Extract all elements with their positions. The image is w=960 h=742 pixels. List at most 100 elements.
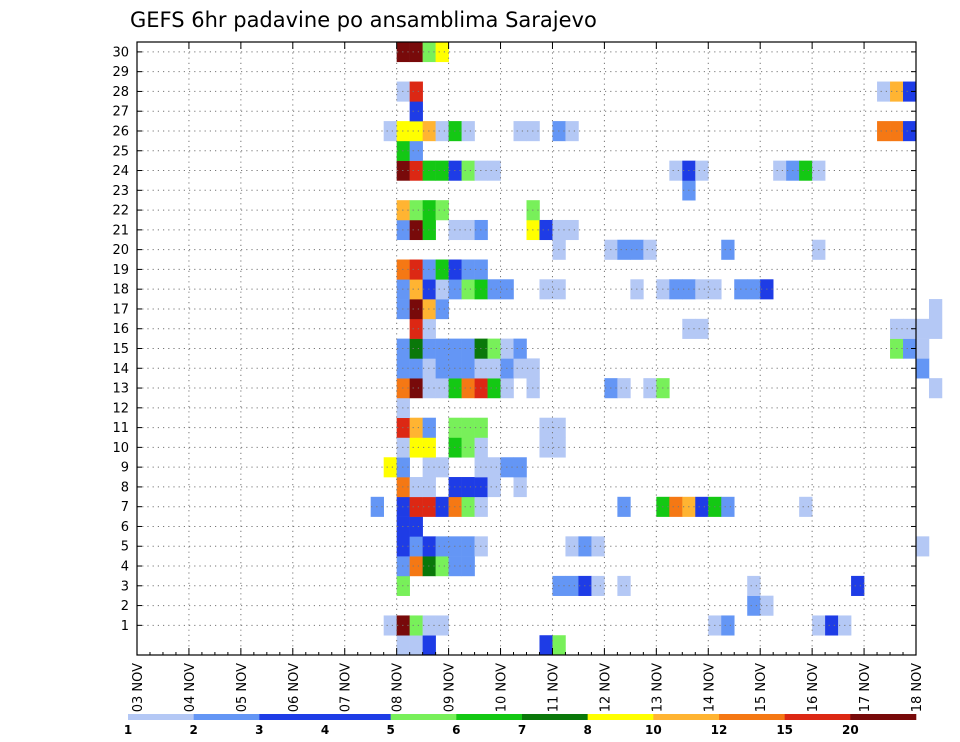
y-tick-label: 12 [112,401,129,416]
heatmap-cell [409,556,423,577]
heatmap-cell [513,477,527,498]
heatmap-cell [461,477,475,498]
x-tick-label: 13 NOV [650,663,665,712]
x-tick-label: 04 NOV [183,663,198,712]
colorbar-swatch [325,714,391,720]
heatmap-cell [461,417,475,438]
colorbar-label: 2 [189,723,197,737]
heatmap-cell [539,219,553,241]
heatmap-cell [409,536,423,557]
x-tick-label: 07 NOV [339,663,354,712]
y-tick-label: 4 [121,560,129,575]
heatmap-cell [409,338,423,359]
x-axis: 03 NOV 04 NOV 05 NOV 06 NOV 07 NOV 08 NOV 09 N… [131,42,925,712]
heatmap-cell [513,338,527,359]
x-tick-label: 15 NOV [754,663,769,712]
x-tick-label: 05 NOV [235,663,250,712]
heatmap-cell [695,318,709,339]
y-tick-label: 19 [112,263,129,278]
heatmap-cell [721,496,735,517]
heatmap-cell [487,279,501,300]
y-tick-label: 26 [112,124,129,139]
heatmap-cell [825,615,839,636]
heatmap-cell [565,536,579,557]
heatmap-cells [370,42,943,656]
y-tick-label: 9 [121,461,129,476]
colorbar-label: 7 [518,723,526,737]
heatmap-cell [435,279,449,300]
colorbar-swatch [259,714,326,720]
colorbar-label: 8 [583,723,591,737]
heatmap-cell [721,239,735,260]
y-tick-label: 11 [112,421,129,436]
heatmap-cell [565,121,579,142]
heatmap-cell [435,338,449,359]
heatmap-cell [435,536,449,557]
y-tick-label: 23 [112,184,129,199]
heatmap-cell [799,496,813,517]
y-tick-label: 24 [112,164,129,179]
heatmap-cell [877,81,891,102]
y-tick-label: 29 [112,65,129,80]
colorbar-label: 5 [386,723,394,737]
heatmap-cell [487,358,501,379]
heatmap-cell [721,615,735,636]
heatmap-cell [409,417,423,438]
y-tick-label: 30 [112,45,129,60]
y-tick-label: 27 [112,105,129,120]
heatmap-cell [409,516,423,537]
heatmap-cell [435,457,449,478]
colorbar-swatch [128,714,194,720]
heatmap-cell [513,457,527,478]
colorbar-swatch [850,714,917,720]
colorbar-swatch [719,714,785,720]
y-tick-label: 6 [121,520,129,535]
heatmap-cell [513,358,527,379]
heatmap-cell [409,437,423,458]
heatmap-cell [409,615,423,636]
y-tick-label: 14 [112,362,129,377]
y-tick-label: 5 [121,540,129,555]
heatmap-cell [747,575,761,596]
heatmap-cell [669,496,683,517]
heatmap-cell [435,378,449,399]
heatmap-cell [435,358,449,379]
y-axis: 1234567891011121314151617181920212223242… [112,45,916,634]
heatmap-cell [591,536,605,557]
heatmap-cell [539,635,553,656]
colorbar-label: 4 [321,723,329,737]
heatmap-cell [409,318,423,339]
y-tick-label: 13 [112,382,129,397]
colorbar-swatch [193,714,260,720]
x-tick-label: 16 NOV [806,663,821,712]
heatmap-cell [928,378,943,399]
heatmap-cell [409,358,423,379]
heatmap-cell [487,378,501,399]
y-tick-label: 28 [112,85,129,100]
heatmap-cell [409,635,423,656]
heatmap-cell [669,279,683,300]
colorbar-swatch-end [915,714,916,720]
heatmap-cell [916,358,930,379]
colorbar: 1 2 3 4 5 6 7 8 10 12 15 20 [124,714,917,737]
heatmap-cell [773,160,787,181]
heatmap-cell [409,200,423,221]
heatmap-cell [916,318,930,339]
heatmap-cell [422,635,436,656]
heatmap-cell [539,417,553,438]
heatmap-cell [461,121,475,142]
heatmap-cell [565,575,579,596]
heatmap-cell [539,279,553,300]
y-tick-label: 10 [112,441,129,456]
heatmap-cell [461,358,475,379]
colorbar-label: 15 [776,723,793,737]
heatmap-cell [903,338,917,359]
heatmap-cell [928,318,943,339]
heatmap-cell [916,338,930,359]
heatmap-cell [435,160,449,181]
heatmap-cell [877,121,891,142]
heatmap-cell [409,140,423,161]
heatmap-cell [487,160,501,181]
